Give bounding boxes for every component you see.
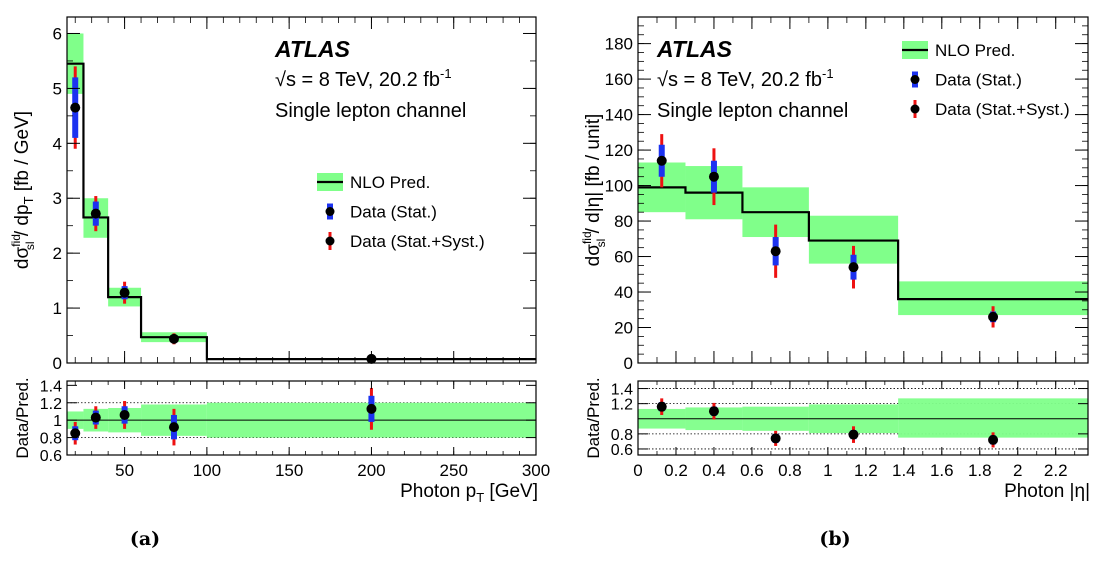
y-tick-label-8: 160 bbox=[605, 70, 633, 89]
ratio-band-bin-4 bbox=[898, 398, 1088, 438]
legend-stat-swatch-dot bbox=[910, 75, 920, 84]
data-point-1 bbox=[90, 208, 101, 219]
ratio-point-3 bbox=[848, 429, 859, 440]
energy-lumi-label: √s = 8 TeV, 20.2 fb-1 bbox=[657, 66, 834, 91]
y-tick-label-3: 3 bbox=[53, 189, 62, 208]
y-tick-label-0: 0 bbox=[53, 354, 62, 373]
main-frame bbox=[637, 16, 1089, 364]
y-tick-label-5: 100 bbox=[605, 177, 633, 196]
ratio-axis-title: Data/Pred. bbox=[13, 377, 32, 458]
x-tick-label-11: 2.2 bbox=[1044, 461, 1068, 480]
nlo-prediction-line bbox=[638, 186, 1088, 301]
ratio-y-tick-label-1: 0.8 bbox=[611, 427, 633, 444]
x-tick-label-0: 0 bbox=[633, 461, 642, 480]
x-tick-label-2: 0.4 bbox=[702, 461, 726, 480]
ratio-axis-title: Data/Pred. bbox=[584, 377, 603, 458]
x-tick-label-2: 150 bbox=[275, 461, 303, 480]
data-point-4 bbox=[988, 311, 999, 322]
y-tick-label-2: 2 bbox=[53, 244, 62, 263]
y-tick-label-2: 40 bbox=[614, 283, 633, 302]
ratio-point-4 bbox=[988, 434, 999, 445]
data-point-0 bbox=[656, 155, 667, 166]
legend-stat-swatch-dot bbox=[325, 207, 335, 216]
legend-entry-1: Data (Stat.) bbox=[350, 203, 437, 222]
x-tick-label-3: 0.6 bbox=[740, 461, 764, 480]
x-tick-label-1: 0.2 bbox=[664, 461, 688, 480]
x-tick-label-9: 1.8 bbox=[968, 461, 992, 480]
ratio-point-1 bbox=[90, 412, 101, 423]
legend-syst-swatch-dot bbox=[910, 104, 920, 114]
y-tick-label-6: 120 bbox=[605, 141, 633, 160]
ratio-point-2 bbox=[119, 409, 130, 420]
y-tick-label-5: 5 bbox=[53, 79, 62, 98]
data-point-2 bbox=[770, 246, 781, 257]
ratio-point-0 bbox=[656, 401, 667, 412]
x-axis-title: Photon |η| bbox=[1004, 481, 1090, 502]
x-tick-label-5: 1 bbox=[823, 461, 832, 480]
y-axis-title: dσfidsl / dpT [fb / GeV] bbox=[9, 111, 37, 269]
legend-syst-swatch-dot bbox=[325, 236, 335, 246]
data-point-3 bbox=[168, 333, 179, 344]
ratio-point-0 bbox=[70, 428, 81, 439]
data-point-2 bbox=[119, 287, 130, 298]
ratio-y-tick-label-0: 0.6 bbox=[611, 442, 633, 459]
legend-entry-2: Data (Stat.+Syst.) bbox=[935, 100, 1070, 119]
panel-a-caption: (a) bbox=[129, 528, 161, 550]
x-tick-label-1: 100 bbox=[193, 461, 221, 480]
experiment-label: ATLAS bbox=[274, 36, 351, 62]
panel-b-caption: (b) bbox=[819, 528, 851, 550]
x-tick-label-4: 250 bbox=[440, 461, 468, 480]
x-tick-label-4: 0.8 bbox=[778, 461, 802, 480]
y-tick-label-1: 1 bbox=[53, 299, 62, 318]
ratio-y-tick-label-3: 1.2 bbox=[40, 396, 62, 413]
ratio-y-tick-label-3: 1.4 bbox=[611, 382, 633, 399]
x-axis-title: Photon pT [GeV] bbox=[400, 481, 538, 505]
ratio-y-tick-label-0: 0.6 bbox=[40, 448, 62, 465]
ratio-point-4 bbox=[366, 403, 377, 414]
ratio-y-tick-label-4: 1.4 bbox=[40, 378, 62, 395]
x-tick-label-5: 300 bbox=[522, 461, 550, 480]
ratio-point-3 bbox=[168, 422, 179, 433]
energy-lumi-label: √s = 8 TeV, 20.2 fb-1 bbox=[275, 66, 452, 91]
data-point-0 bbox=[70, 102, 81, 113]
ratio-frame bbox=[66, 380, 537, 456]
x-tick-label-6: 1.2 bbox=[854, 461, 878, 480]
ratio-point-2 bbox=[770, 433, 781, 444]
x-tick-label-10: 2 bbox=[1013, 461, 1022, 480]
x-tick-label-0: 50 bbox=[115, 461, 134, 480]
channel-label: Single lepton channel bbox=[657, 100, 848, 122]
y-tick-label-4: 80 bbox=[614, 212, 633, 231]
main-frame bbox=[66, 16, 537, 364]
x-tick-label-3: 200 bbox=[357, 461, 385, 480]
y-tick-label-3: 60 bbox=[614, 248, 633, 267]
y-tick-label-0: 0 bbox=[624, 354, 633, 373]
legend-entry-2: Data (Stat.+Syst.) bbox=[350, 232, 485, 251]
legend-entry-0: NLO Pred. bbox=[935, 41, 1015, 60]
legend-entry-1: Data (Stat.) bbox=[935, 71, 1022, 90]
ratio-y-tick-label-1: 0.8 bbox=[40, 431, 62, 448]
ratio-frame bbox=[637, 380, 1089, 456]
ratio-point-1 bbox=[708, 406, 719, 417]
data-point-1 bbox=[708, 171, 719, 182]
y-tick-label-9: 180 bbox=[605, 35, 633, 54]
legend-entry-0: NLO Pred. bbox=[350, 173, 430, 192]
channel-label: Single lepton channel bbox=[275, 100, 466, 122]
ratio-y-tick-label-2: 1 bbox=[53, 413, 62, 430]
y-tick-label-6: 6 bbox=[53, 24, 62, 43]
y-axis-title: dσfidsl / d|η| [fb / unit] bbox=[580, 114, 608, 267]
data-point-3 bbox=[848, 262, 859, 273]
y-tick-label-4: 4 bbox=[53, 134, 62, 153]
y-tick-label-7: 140 bbox=[605, 106, 633, 125]
experiment-label: ATLAS bbox=[656, 36, 733, 62]
ratio-y-tick-label-2: 1.2 bbox=[611, 397, 633, 414]
y-tick-label-1: 20 bbox=[614, 319, 633, 338]
x-tick-label-8: 1.6 bbox=[930, 461, 954, 480]
x-tick-label-7: 1.4 bbox=[892, 461, 916, 480]
